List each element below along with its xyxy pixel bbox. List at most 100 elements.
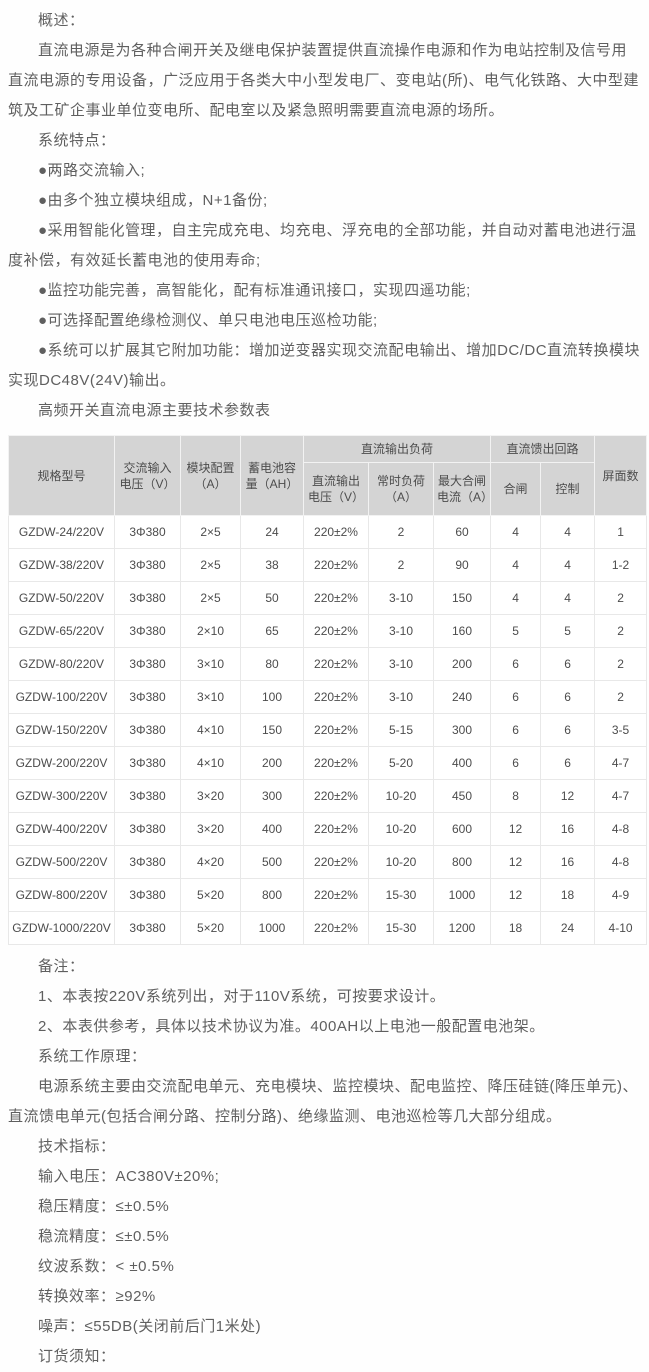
spec-table-cell: 2 [594, 614, 648, 648]
spec-table-cell: 4-10 [594, 911, 648, 945]
spec-table-cell: 3Φ380 [114, 911, 181, 945]
spec-table-cell: 220±2% [303, 680, 369, 714]
spec-table-cell: GZDW-65/220V [8, 614, 115, 648]
col-header-control: 控制 [540, 462, 596, 516]
spec-table-cell: 2 [594, 680, 648, 714]
doc-top-bullet-6: ●监控功能完善，高智能化，配有标准通讯接口，实现四遥功能; [38, 282, 471, 299]
spec-table-cell: 8 [490, 779, 542, 813]
doc-top-heading-2: 系统特点： [38, 132, 116, 149]
spec-table-cell: 220±2% [303, 845, 369, 879]
spec-table-cell: GZDW-38/220V [8, 548, 115, 582]
spec-table-cell: 4 [540, 515, 596, 549]
spec-table-cell: 6 [540, 647, 596, 681]
spec-table-cell: 800 [240, 878, 304, 912]
col-header-dc-output-voltage: 直流输出电压（V） [303, 462, 369, 516]
spec-table-cell: 3×20 [180, 779, 241, 813]
spec-table-cell: 220±2% [303, 548, 369, 582]
spec-table-group-header-row: 规格型号 交流输入电压（V） 模块配置（A） 蓄电池容量（AH） 直流输出负荷 … [8, 435, 648, 516]
spec-table-row-11: GZDW-800/220V 3Φ380 5×20 800 220±2% 15-30 1000… [8, 878, 648, 912]
spec-table-cell: 1-2 [594, 548, 648, 582]
doc-bottom-heading-5: 技术指标： [38, 1138, 116, 1155]
spec-table-cell: GZDW-500/220V [8, 845, 115, 879]
doc-bottom-line-10: 转换效率：≥92% [38, 1288, 156, 1305]
spec-table-cell: 4 [490, 515, 542, 549]
col-header-module-config: 模块配置（A） [180, 435, 241, 516]
spec-table-cell: 3×10 [180, 647, 241, 681]
doc-bottom-heading-0: 备注： [38, 958, 85, 975]
doc-top-paragraph-1: 直流电源是为各种合闸开关及继电保护装置提供直流操作电源和作为电站控制及信号用直流… [8, 42, 639, 119]
spec-table-cell: 2×5 [180, 581, 241, 615]
spec-table-cell: 18 [490, 911, 542, 945]
spec-table-cell: 2 [368, 548, 434, 582]
doc-top-bullet-5: ●采用智能化管理，自主完成充电、均充电、浮充电的全部功能，并自动对蓄电池进行温度… [8, 222, 637, 269]
spec-table-cell: GZDW-150/220V [8, 713, 115, 747]
spec-table-cell: 3Φ380 [114, 614, 181, 648]
spec-table-cell: GZDW-100/220V [8, 680, 115, 714]
spec-table-row-8: GZDW-300/220V 3Φ380 3×20 300 220±2% 10-20 450 8… [8, 779, 648, 813]
spec-table-row-1: GZDW-38/220V 3Φ380 2×5 38 220±2% 2 90 4 4 1-2 [8, 548, 648, 582]
doc-bottom-line-11: 噪声：≤55DB(关闭前后门1米处) [38, 1318, 262, 1335]
spec-table-cell: 800 [432, 845, 492, 879]
doc-top-bullet-3: ●两路交流输入; [38, 162, 146, 179]
spec-table-cell: 3Φ380 [114, 581, 181, 615]
spec-table-cell: 220±2% [303, 713, 369, 747]
spec-table-cell: 10-20 [368, 779, 434, 813]
spec-table-cell: 5-15 [368, 713, 434, 747]
spec-table-cell: 400 [240, 812, 304, 846]
spec-table-cell: 4-8 [594, 845, 648, 879]
spec-table-cell: 220±2% [303, 878, 369, 912]
spec-table-cell: 3Φ380 [114, 878, 181, 912]
spec-table-cell: 3-5 [594, 713, 648, 747]
col-header-screen-count: 屏面数 [594, 435, 648, 516]
spec-table-cell: 3×10 [180, 680, 241, 714]
col-header-max-closing-current: 最大合闸电流（A） [432, 462, 493, 516]
spec-table-cell: 200 [432, 647, 492, 681]
spec-table-row-3: GZDW-65/220V 3Φ380 2×10 65 220±2% 3-10 160 5 5 2 [8, 614, 648, 648]
spec-table-cell: 15-30 [368, 878, 434, 912]
spec-table-cell: 300 [432, 713, 492, 747]
doc-bottom-heading-12: 订货须知： [38, 1348, 116, 1365]
spec-table-cell: 3-10 [368, 581, 434, 615]
spec-table-cell: 2 [594, 647, 648, 681]
spec-table-cell: 220±2% [303, 647, 369, 681]
spec-table-row-9: GZDW-400/220V 3Φ380 3×20 400 220±2% 10-20 600 1… [8, 812, 648, 846]
spec-table-cell: 5 [540, 614, 596, 648]
spec-table-cell: 3Φ380 [114, 779, 181, 813]
spec-table-cell: 3Φ380 [114, 680, 181, 714]
spec-table-row-7: GZDW-200/220V 3Φ380 4×10 200 220±2% 5-20 400 6 6… [8, 746, 648, 780]
spec-table-cell: 3-10 [368, 680, 434, 714]
spec-table-cell: GZDW-1000/220V [8, 911, 115, 945]
spec-table-head: 规格型号 交流输入电压（V） 模块配置（A） 蓄电池容量（AH） 直流输出负荷 … [8, 435, 648, 516]
spec-table-cell: 6 [490, 713, 542, 747]
document-body-top: 概述： 直流电源是为各种合闸开关及继电保护装置提供直流操作电源和作为电站控制及信号… [8, 6, 641, 426]
spec-table-row-4: GZDW-80/220V 3Φ380 3×10 80 220±2% 3-10 200 6 6 2 [8, 647, 648, 681]
doc-top-bullet-8: ●系统可以扩展其它附加功能：增加逆变器实现交流配电输出、增加DC/DC直流转换模… [8, 342, 641, 389]
spec-table-row-0: GZDW-24/220V 3Φ380 2×5 24 220±2% 2 60 4 4 1 [8, 515, 648, 549]
spec-table-cell: 6 [490, 746, 542, 780]
spec-table-body: GZDW-24/220V 3Φ380 2×5 24 220±2% 2 60 4 4 1 GZDW-3… [8, 515, 648, 945]
doc-bottom-line-1: 1、本表按220V系统列出，对于110V系统，可按要求设计。 [38, 988, 446, 1005]
spec-table-cell: 2×5 [180, 515, 241, 549]
spec-table-cell: 16 [540, 812, 596, 846]
spec-table-cell: 10-20 [368, 812, 434, 846]
spec-table-cell: 220±2% [303, 812, 369, 846]
spec-table-cell: 3Φ380 [114, 548, 181, 582]
spec-table-row-5: GZDW-100/220V 3Φ380 3×10 100 220±2% 3-10 240 6 6… [8, 680, 648, 714]
spec-table-cell: 4 [540, 581, 596, 615]
spec-table-cell: 6 [490, 680, 542, 714]
spec-table-cell: 90 [432, 548, 492, 582]
group-header-dc-feed-circuit: 直流馈出回路 [490, 435, 596, 463]
spec-table-cell: 60 [432, 515, 492, 549]
spec-table-cell: 6 [540, 680, 596, 714]
spec-table-cell: 4 [490, 548, 542, 582]
spec-table-cell: 2×5 [180, 548, 241, 582]
spec-table-cell: 2 [594, 581, 648, 615]
spec-table-cell: 600 [432, 812, 492, 846]
spec-table-cell: 50 [240, 581, 304, 615]
doc-bottom-line-9: 纹波系数：< ±0.5% [38, 1258, 175, 1275]
spec-table-cell: GZDW-400/220V [8, 812, 115, 846]
doc-bottom-heading-3: 系统工作原理： [38, 1048, 147, 1065]
spec-table-cell: 5 [490, 614, 542, 648]
spec-table-cell: 12 [540, 779, 596, 813]
group-header-dc-output-load: 直流输出负荷 [302, 435, 492, 463]
